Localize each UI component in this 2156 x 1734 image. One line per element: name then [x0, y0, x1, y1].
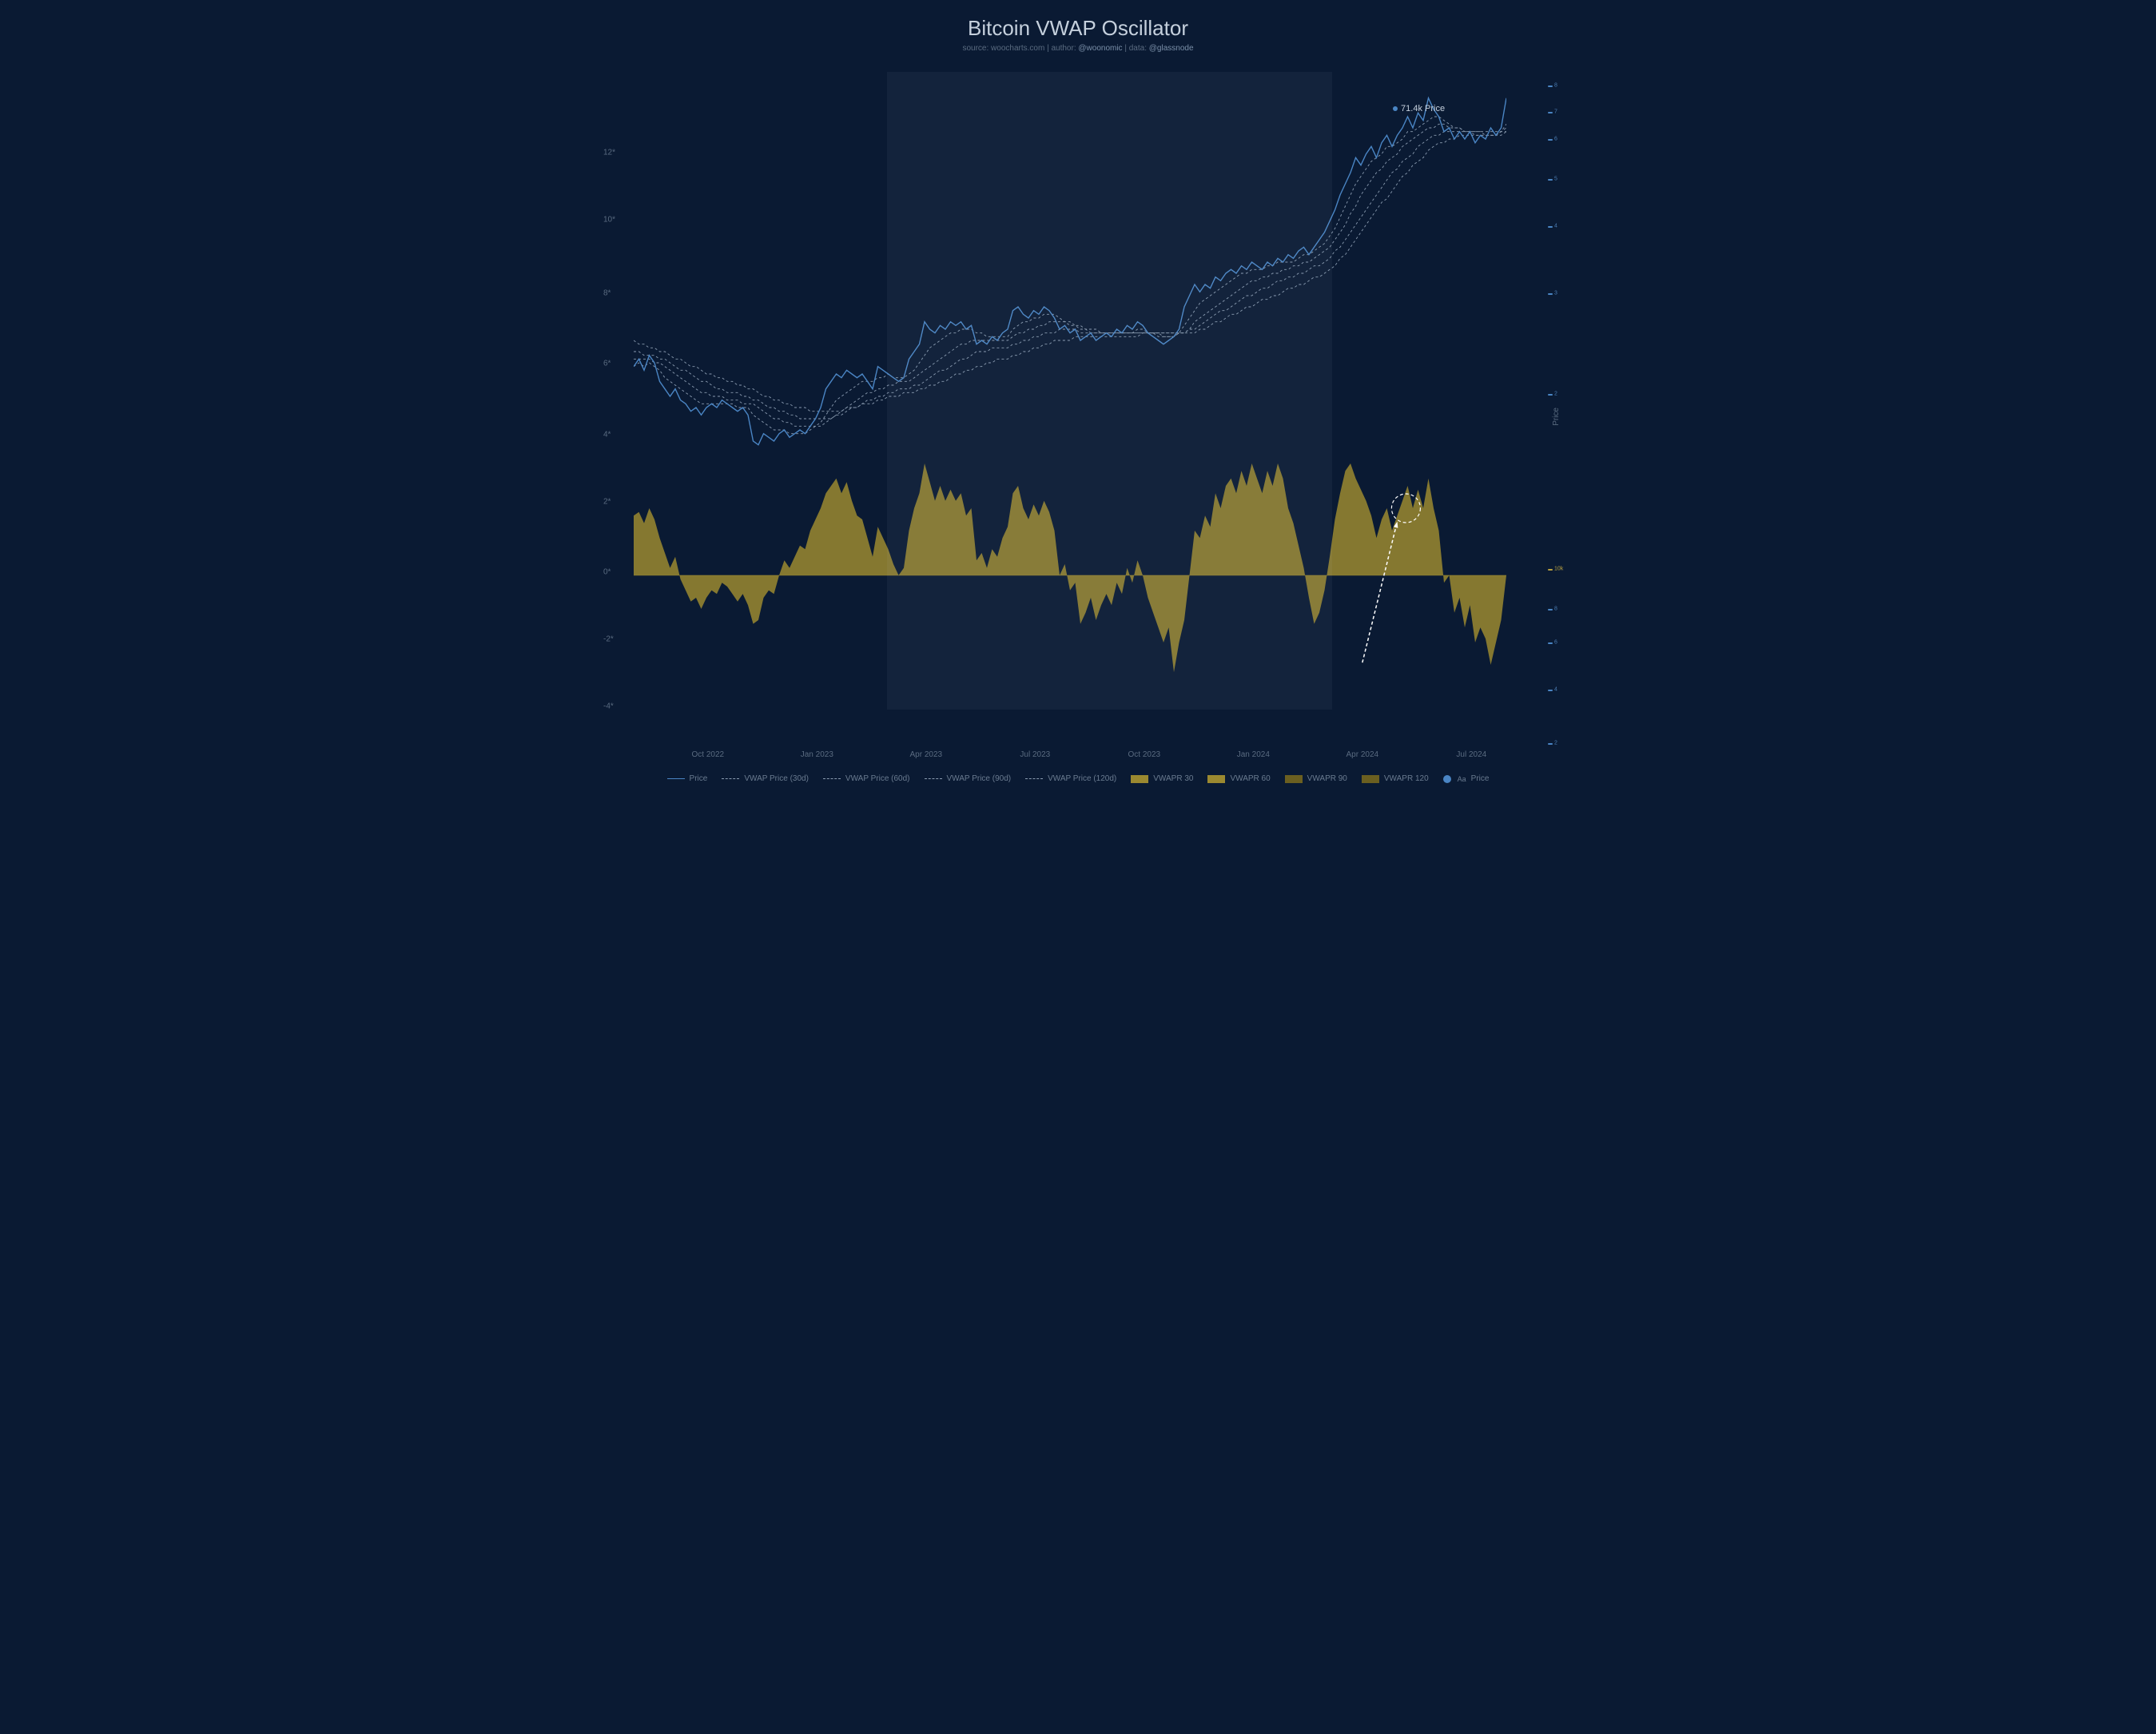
- y-tick-label: 12*: [603, 148, 615, 157]
- minimap-tick-label: 2: [1554, 741, 1557, 746]
- x-tick-label: Oct 2022: [692, 750, 725, 759]
- legend-swatch: [823, 778, 841, 779]
- author-link[interactable]: @woonomic: [1078, 44, 1122, 53]
- legend-item[interactable]: AaPrice: [1443, 774, 1490, 783]
- legend-item[interactable]: VWAPR 60: [1207, 774, 1270, 783]
- x-tick-label: Apr 2023: [910, 750, 943, 759]
- minimap-tick: [1548, 86, 1553, 87]
- legend-item[interactable]: VWAPR 120: [1362, 774, 1429, 783]
- price-dot-icon: [1393, 106, 1398, 111]
- legend-item[interactable]: VWAP Price (120d): [1025, 774, 1116, 783]
- legend-label: VWAP Price (90d): [947, 774, 1012, 783]
- y-tick-label: -4*: [603, 702, 614, 710]
- minimap-tick-label: 7: [1554, 109, 1557, 115]
- highlight-region: [887, 72, 1332, 710]
- legend-label: VWAPR 30: [1153, 774, 1193, 783]
- y-tick-label: 6*: [603, 360, 611, 368]
- minimap-tick: [1548, 293, 1553, 295]
- legend-item[interactable]: VWAPR 30: [1131, 774, 1193, 783]
- author-label: author:: [1051, 44, 1076, 53]
- data-label: data:: [1129, 44, 1147, 53]
- x-tick-label: Apr 2024: [1347, 750, 1379, 759]
- legend-label: VWAP Price (30d): [744, 774, 809, 783]
- legend-label: VWAP Price (60d): [845, 774, 910, 783]
- right-axis-label: Price: [1552, 408, 1561, 426]
- legend-item[interactable]: Price: [667, 774, 708, 783]
- legend-label: VWAP Price (120d): [1048, 774, 1116, 783]
- last-price-label: 71.4k Price: [1393, 104, 1445, 113]
- legend-swatch: [1131, 775, 1148, 783]
- y-tick-label: 4*: [603, 430, 611, 439]
- legend-item[interactable]: VWAP Price (90d): [925, 774, 1012, 783]
- minimap-tick-label: 3: [1554, 291, 1557, 296]
- chart-container: Bitcoin VWAP Oscillator source: woochart…: [586, 0, 1570, 791]
- minimap-tick: [1548, 394, 1553, 396]
- minimap-tick: [1548, 112, 1553, 113]
- x-tick-label: Oct 2023: [1128, 750, 1161, 759]
- minimap-tick-label: 8: [1554, 82, 1557, 88]
- legend-swatch: [1025, 778, 1043, 779]
- y-tick-label: 10*: [603, 215, 615, 224]
- x-tick-label: Jul 2023: [1020, 750, 1050, 759]
- legend-label: VWAPR 90: [1307, 774, 1347, 783]
- minimap-tick-label: 8: [1554, 607, 1557, 612]
- legend-swatch: [1207, 775, 1225, 783]
- legend-label: VWAPR 120: [1384, 774, 1429, 783]
- legend-swatch: [925, 778, 942, 779]
- minimap-tick: [1548, 609, 1553, 610]
- legend: Price VWAP Price (30d) VWAP Price (60d) VWA…: [586, 774, 1570, 783]
- legend-item[interactable]: VWAP Price (60d): [823, 774, 910, 783]
- chart-title: Bitcoin VWAP Oscillator: [586, 0, 1570, 41]
- minimap-tick: [1548, 139, 1553, 141]
- minimap-tick-label: 4: [1554, 686, 1557, 692]
- minimap-tick: [1548, 179, 1553, 181]
- x-tick-label: Jan 2023: [801, 750, 833, 759]
- source-text: source: woocharts.com: [962, 44, 1044, 53]
- x-tick-label: Jan 2024: [1237, 750, 1270, 759]
- plot-area[interactable]: 12*10*8*6*4*2*0*-2*-4* Oct 2022Jan 2023A…: [634, 72, 1506, 743]
- minimap-tick: [1548, 226, 1553, 228]
- y-tick-label: 2*: [603, 497, 611, 506]
- chart-subtitle: source: woocharts.com | author: @woonomi…: [586, 44, 1570, 53]
- minimap-tick-label: 10k: [1554, 566, 1563, 571]
- minimap-tick-label: 2: [1554, 392, 1557, 397]
- y-tick-label: -2*: [603, 634, 614, 643]
- minimap-tick-label: 5: [1554, 177, 1557, 182]
- legend-item[interactable]: VWAPR 90: [1285, 774, 1347, 783]
- legend-label: VWAPR 60: [1230, 774, 1270, 783]
- x-tick-label: Jul 2024: [1456, 750, 1486, 759]
- minimap-tick: [1548, 743, 1553, 745]
- legend-label: Price: [690, 774, 708, 783]
- y-tick-label: 8*: [603, 289, 611, 298]
- y-tick-label: 0*: [603, 567, 611, 576]
- minimap-tick: [1548, 690, 1553, 691]
- legend-swatch: [667, 778, 685, 779]
- price-value: 71.4k Price: [1401, 104, 1445, 113]
- legend-item[interactable]: VWAP Price (30d): [722, 774, 809, 783]
- legend-swatch: [1285, 775, 1303, 783]
- legend-swatch: [1362, 775, 1379, 783]
- minimap-tick-label: 6: [1554, 137, 1557, 142]
- data-link[interactable]: @glassnode: [1149, 44, 1194, 53]
- minimap-tick-label: 4: [1554, 224, 1557, 229]
- minimap-tick: [1548, 569, 1553, 571]
- minimap-tick-label: 6: [1554, 640, 1557, 646]
- legend-swatch: [722, 778, 739, 779]
- minimap-tick: [1548, 642, 1553, 644]
- right-minimap: Price 8 7 6 5 4 3 2 10k 8 6 4 2: [1548, 72, 1562, 743]
